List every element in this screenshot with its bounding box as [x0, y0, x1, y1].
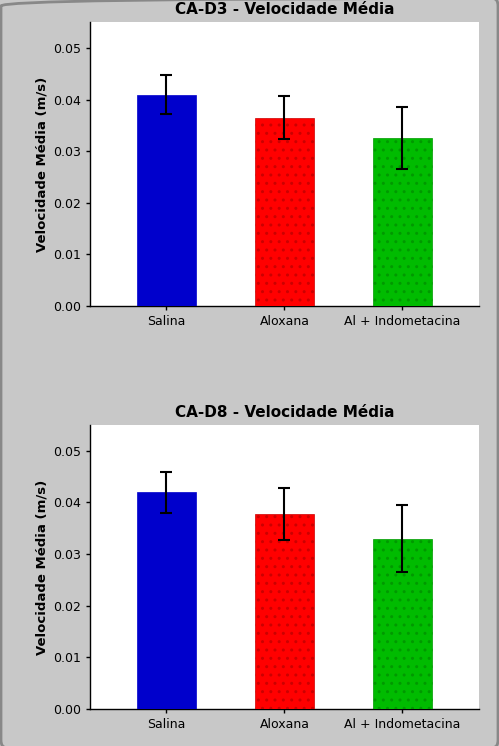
Bar [255, 514, 314, 709]
Title: CA-D3 - Velocidade Média: CA-D3 - Velocidade Média [175, 2, 394, 17]
Bar [373, 139, 432, 306]
Y-axis label: Velocidade Média (m/s): Velocidade Média (m/s) [35, 77, 48, 252]
Title: CA-D8 - Velocidade Média: CA-D8 - Velocidade Média [175, 405, 394, 420]
Bar [137, 492, 196, 709]
Y-axis label: Velocidade Média (m/s): Velocidade Média (m/s) [35, 479, 48, 654]
Bar [373, 539, 432, 709]
Bar [255, 118, 314, 306]
Bar [137, 95, 196, 306]
